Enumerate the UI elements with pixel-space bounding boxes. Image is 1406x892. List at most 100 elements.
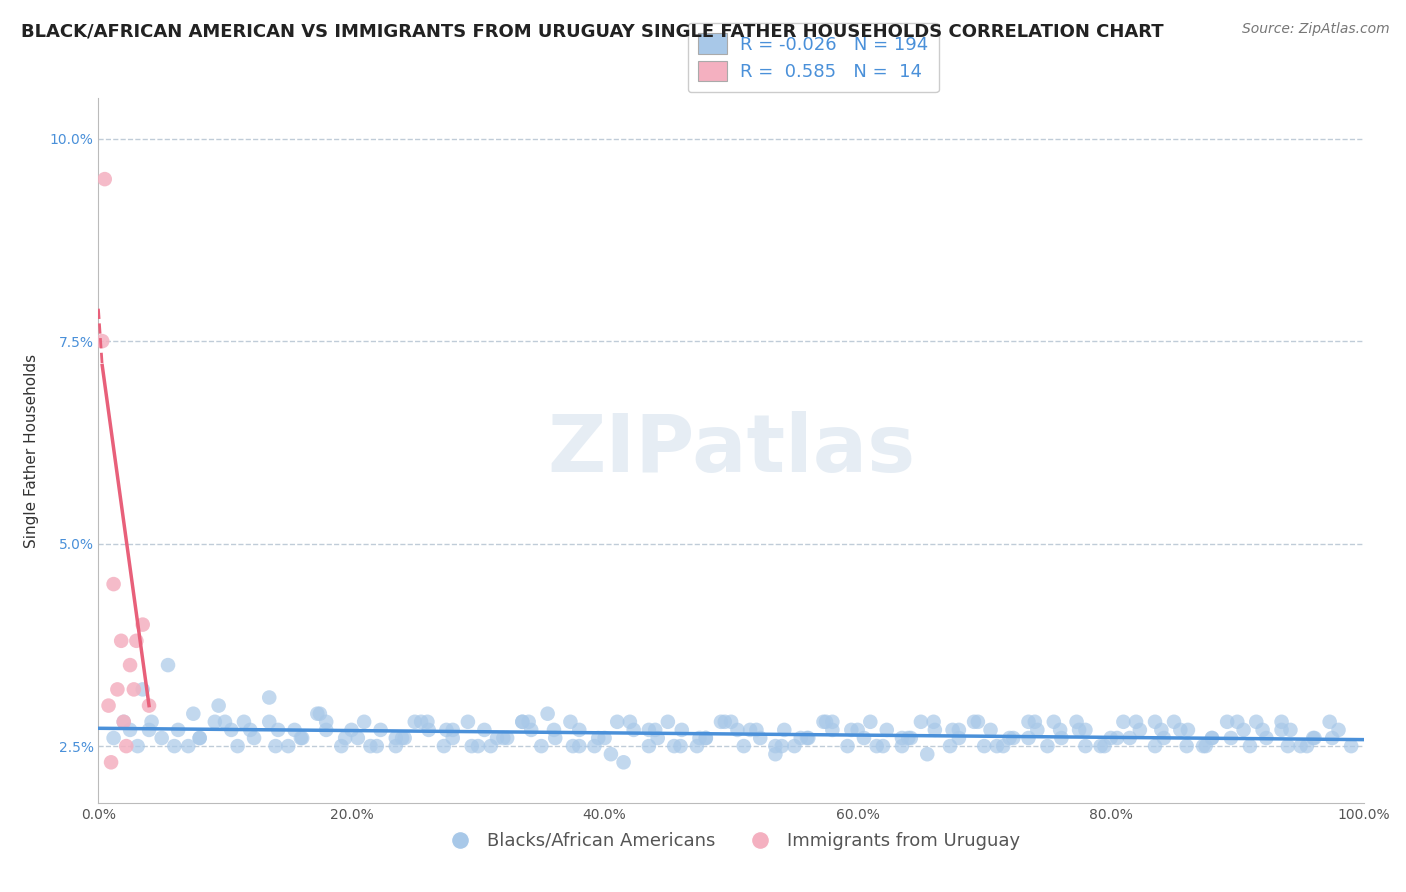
Point: [623, 723, 645, 737]
Point: [1271, 714, 1294, 729]
Point: [733, 739, 755, 753]
Point: [125, 633, 148, 648]
Point: [568, 739, 591, 753]
Point: [891, 739, 914, 753]
Point: [1092, 739, 1115, 753]
Point: [1177, 723, 1199, 737]
Point: [948, 723, 970, 737]
Point: [765, 747, 787, 762]
Point: [315, 723, 337, 737]
Legend: Blacks/African Americans, Immigrants from Uruguay: Blacks/African Americans, Immigrants fro…: [434, 825, 1028, 857]
Point: [385, 731, 408, 745]
Point: [177, 739, 200, 753]
Point: [669, 739, 692, 753]
Point: [512, 714, 534, 729]
Point: [112, 714, 135, 729]
Point: [492, 731, 515, 745]
Point: [599, 747, 621, 762]
Point: [512, 714, 534, 729]
Point: [1226, 714, 1249, 729]
Point: [924, 723, 946, 737]
Point: [1251, 723, 1274, 737]
Point: [290, 731, 312, 745]
Point: [120, 658, 141, 673]
Text: BLACK/AFRICAN AMERICAN VS IMMIGRANTS FROM URUGUAY SINGLE FATHER HOUSEHOLDS CORRE: BLACK/AFRICAN AMERICAN VS IMMIGRANTS FRO…: [21, 22, 1164, 40]
Point: [1017, 714, 1039, 729]
Point: [315, 714, 337, 729]
Point: [183, 706, 205, 721]
Point: [335, 731, 357, 745]
Point: [122, 682, 145, 697]
Point: [979, 723, 1001, 737]
Point: [922, 714, 945, 729]
Point: [309, 706, 332, 721]
Point: [619, 714, 641, 729]
Point: [1050, 731, 1073, 745]
Point: [120, 723, 141, 737]
Point: [259, 714, 281, 729]
Point: [561, 739, 585, 753]
Point: [132, 617, 155, 632]
Point: [773, 723, 796, 737]
Point: [986, 739, 1008, 753]
Point: [876, 723, 898, 737]
Point: [163, 739, 186, 753]
Point: [1112, 714, 1135, 729]
Point: [710, 714, 733, 729]
Point: [963, 714, 986, 729]
Point: [370, 723, 392, 737]
Point: [973, 739, 995, 753]
Point: [1119, 731, 1142, 745]
Point: [713, 714, 737, 729]
Point: [330, 739, 353, 753]
Point: [852, 731, 875, 745]
Point: [1099, 731, 1122, 745]
Point: [188, 731, 211, 745]
Point: [560, 714, 582, 729]
Point: [1216, 714, 1239, 729]
Point: [1271, 723, 1294, 737]
Point: [204, 714, 226, 729]
Point: [543, 723, 565, 737]
Point: [1195, 739, 1218, 753]
Point: [839, 723, 862, 737]
Point: [391, 731, 413, 745]
Point: [472, 723, 495, 737]
Point: [157, 658, 180, 673]
Point: [891, 731, 914, 745]
Point: [346, 731, 368, 745]
Point: [814, 714, 837, 729]
Point: [664, 739, 686, 753]
Point: [1327, 723, 1350, 737]
Point: [1066, 714, 1088, 729]
Point: [267, 723, 290, 737]
Point: [1170, 723, 1192, 737]
Point: [1340, 739, 1362, 753]
Point: [1201, 731, 1223, 745]
Point: [226, 739, 249, 753]
Point: [457, 714, 479, 729]
Point: [846, 723, 869, 737]
Point: [1303, 731, 1326, 745]
Point: [1232, 723, 1256, 737]
Point: [103, 731, 125, 745]
Point: [1256, 731, 1278, 745]
Point: [686, 739, 709, 753]
Point: [720, 714, 742, 729]
Point: [991, 739, 1014, 753]
Point: [520, 723, 543, 737]
Point: [1144, 739, 1167, 753]
Point: [1042, 714, 1066, 729]
Point: [783, 739, 806, 753]
Point: [1067, 723, 1090, 737]
Point: [939, 739, 962, 753]
Point: [688, 731, 710, 745]
Point: [277, 739, 299, 753]
Point: [644, 723, 666, 737]
Point: [486, 731, 509, 745]
Point: [91, 334, 114, 348]
Point: [259, 690, 281, 705]
Point: [1129, 723, 1152, 737]
Point: [404, 714, 426, 729]
Point: [1144, 714, 1167, 729]
